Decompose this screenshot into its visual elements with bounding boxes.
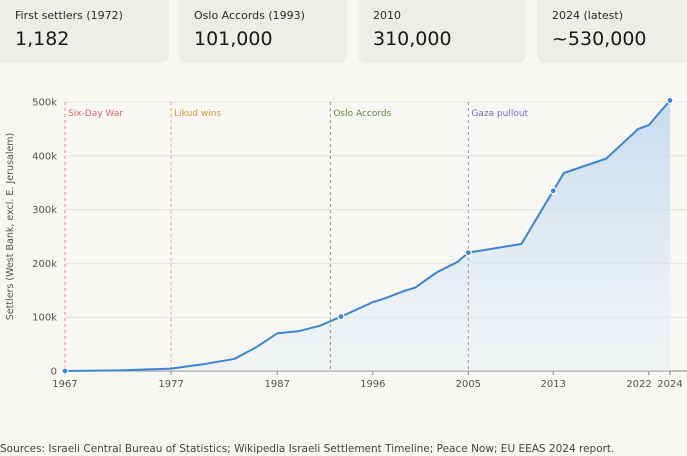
stat-card-oslo: Oslo Accords (1993) 101,000 [179, 0, 347, 63]
data-point [549, 187, 557, 195]
stat-value: ~530,000 [552, 28, 647, 50]
settlers-area-chart: 0 100k 200k 300k 400k 500k Settlers (West Bank… [5, 96, 687, 390]
data-point [337, 313, 345, 321]
y-tick-label: 100k [32, 313, 57, 324]
y-tick-label: 200k [32, 259, 57, 270]
event-label: Oslo Accords [333, 109, 391, 119]
stat-card-first-settlers: First settlers (1972) 1,182 [0, 0, 169, 63]
event-label: Likud wins [174, 109, 221, 119]
stat-value: 310,000 [373, 28, 452, 50]
event-label: Gaza pullout [471, 109, 528, 119]
x-tick-label: 1987 [265, 379, 290, 390]
stat-label: Oslo Accords (1993) [194, 9, 305, 22]
stat-label: 2024 (latest) [552, 9, 623, 22]
data-point [61, 367, 69, 375]
y-tick-label: 300k [32, 205, 57, 216]
y-tick-label: 400k [32, 151, 57, 162]
event-label: Six-Day War [68, 109, 123, 119]
y-tick-label: 500k [32, 98, 57, 109]
x-tick-label: 2022 [626, 379, 651, 390]
stat-value: 1,182 [15, 28, 70, 50]
stat-label: 2010 [373, 9, 401, 22]
data-point [464, 249, 472, 257]
stat-card-2024: 2024 (latest) ~530,000 [537, 0, 687, 63]
stat-label: First settlers (1972) [15, 9, 123, 22]
x-tick-label: 2013 [541, 379, 566, 390]
x-tick-label: 1967 [52, 379, 77, 390]
stat-cards: First settlers (1972) 1,182 Oslo Accords… [0, 0, 687, 64]
x-tick-label: 2005 [456, 379, 481, 390]
x-tick-label: 1977 [158, 379, 183, 390]
y-axis-title: Settlers (West Bank, excl. E. Jerusalem) [5, 133, 16, 321]
y-tick-label: 0 [51, 367, 57, 378]
source-note: Sources: Israeli Central Bureau of Stati… [0, 443, 615, 455]
series-area [65, 100, 670, 372]
x-tick-label: 1996 [360, 379, 385, 390]
stat-value: 101,000 [194, 28, 273, 50]
data-point [666, 96, 674, 104]
series-line [64, 99, 671, 372]
stat-card-2010: 2010 310,000 [358, 0, 526, 63]
x-tick-label: 2024 [657, 379, 682, 390]
